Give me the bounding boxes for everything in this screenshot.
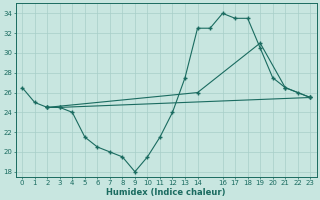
X-axis label: Humidex (Indice chaleur): Humidex (Indice chaleur) (107, 188, 226, 197)
